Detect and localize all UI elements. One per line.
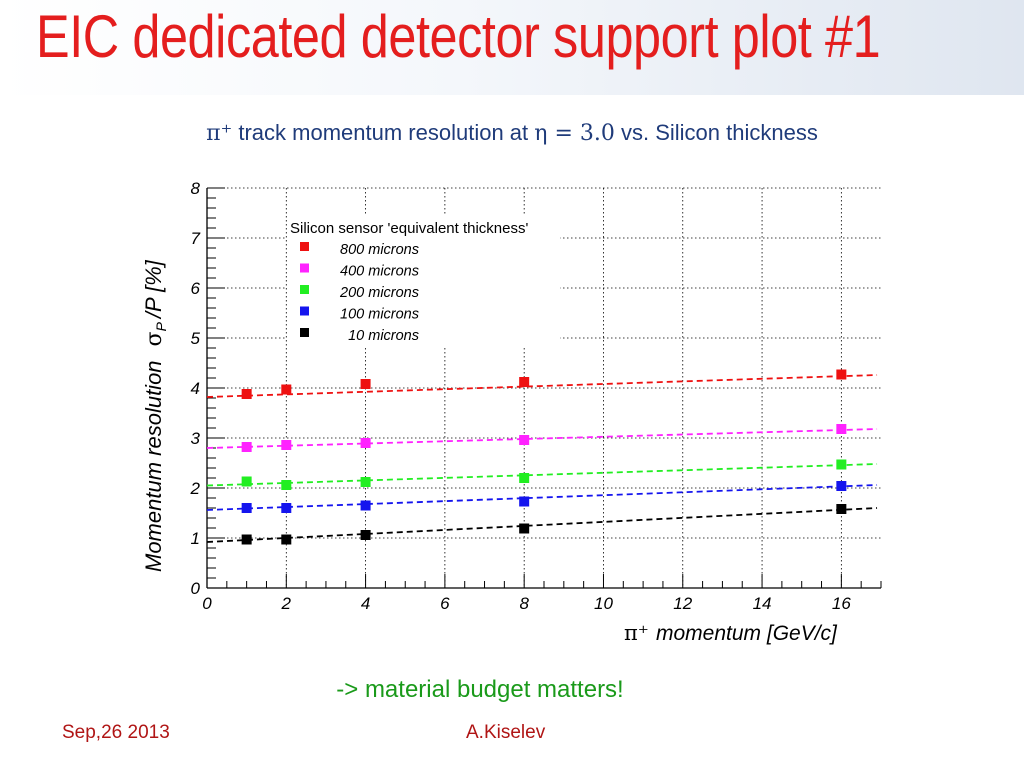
legend-title: Silicon sensor 'equivalent thickness' xyxy=(290,220,528,237)
footer-author: A.Kiselev xyxy=(466,722,546,743)
y-tick-label: 6 xyxy=(191,279,201,298)
legend-label: 200 microns xyxy=(339,285,419,301)
legend-items: 800 microns 400 microns 200 microns 100 mic… xyxy=(300,242,419,344)
y-axis-label: Momentum resolution σP/P [%] xyxy=(141,259,169,572)
legend-marker xyxy=(300,328,309,337)
data-point xyxy=(836,424,847,434)
data-point xyxy=(281,503,292,513)
data-point xyxy=(519,523,530,534)
legend: Silicon sensor 'equivalent thickness' 80… xyxy=(287,215,560,348)
legend-label: 400 microns xyxy=(340,264,419,280)
y-tick-label: 5 xyxy=(191,329,201,348)
legend-marker xyxy=(300,285,309,294)
data-point xyxy=(360,379,371,389)
legend-label: 10 microns xyxy=(348,328,419,344)
y-tick-label: 2 xyxy=(190,479,201,498)
x-tick-label: 14 xyxy=(753,594,772,613)
chart-title: π⁺ track momentum resolution at η = 3.0 … xyxy=(0,120,1024,146)
chart-title-suffix: vs. Silicon thickness xyxy=(620,120,818,145)
x-axis-label: momentum [GeV/c] xyxy=(656,622,838,645)
data-point xyxy=(836,504,847,514)
chart-title-eta: η = 3.0 xyxy=(534,121,615,146)
data-point xyxy=(360,530,371,540)
data-point xyxy=(281,480,292,490)
x-tick-label: 4 xyxy=(361,594,370,613)
data-markers xyxy=(241,369,847,545)
fit-line xyxy=(206,484,878,511)
data-point xyxy=(241,442,252,452)
data-point xyxy=(836,369,847,380)
legend-label: 100 microns xyxy=(340,307,419,323)
x-tick-label: 10 xyxy=(594,594,613,613)
data-point xyxy=(360,500,371,511)
x-tick-label: 2 xyxy=(281,594,292,613)
y-axis-label-sigma: σ xyxy=(142,331,167,346)
fit-line xyxy=(206,428,878,449)
legend-marker xyxy=(300,242,309,251)
takeaway-text: -> material budget matters! xyxy=(336,676,624,703)
legend-marker xyxy=(300,306,309,316)
legend-marker xyxy=(300,263,309,273)
x-tick-label: 8 xyxy=(519,594,529,613)
x-tick-label: 12 xyxy=(673,594,692,613)
slide-title: EIC dedicated detector support plot #1 xyxy=(36,3,881,70)
x-tick-label: 16 xyxy=(832,594,851,613)
fit-line xyxy=(206,374,878,398)
data-point xyxy=(241,389,252,399)
data-point xyxy=(241,503,252,513)
x-tick-label: 6 xyxy=(440,594,450,613)
fit-line xyxy=(206,463,878,487)
y-tick-label: 1 xyxy=(191,529,200,548)
data-point xyxy=(836,481,847,491)
y-tick-label: 3 xyxy=(191,429,201,448)
footer-date: Sep,26 2013 xyxy=(62,722,170,743)
data-point xyxy=(519,435,530,445)
y-tick-label: 4 xyxy=(191,379,200,398)
header-band xyxy=(0,0,1024,95)
data-point xyxy=(519,377,530,387)
chart-title-particle: π⁺ xyxy=(206,121,233,146)
legend-label: 800 microns xyxy=(340,242,419,258)
fit-lines xyxy=(206,374,878,543)
y-axis-label-suffix: /P [%] xyxy=(141,259,166,320)
data-point xyxy=(519,496,530,507)
y-tick-label: 8 xyxy=(191,179,201,198)
legend-box xyxy=(287,215,560,348)
data-point xyxy=(360,438,371,448)
chart-title-main: track momentum resolution at xyxy=(238,120,529,145)
data-point xyxy=(519,473,530,483)
data-point xyxy=(281,440,292,450)
data-point xyxy=(281,534,292,545)
data-point xyxy=(360,477,371,487)
y-axis-label-text: Momentum resolution xyxy=(141,360,166,572)
fit-line xyxy=(206,507,878,543)
data-point xyxy=(241,534,252,545)
data-point xyxy=(281,384,292,395)
y-axis-label-subscript: P xyxy=(153,321,169,331)
x-tick-label: 0 xyxy=(202,594,212,613)
data-point xyxy=(241,476,252,487)
x-axis-label-symbol: π⁺ xyxy=(624,621,649,645)
data-point xyxy=(836,459,847,470)
y-tick-label: 0 xyxy=(191,579,201,598)
y-tick-label: 7 xyxy=(191,229,201,248)
